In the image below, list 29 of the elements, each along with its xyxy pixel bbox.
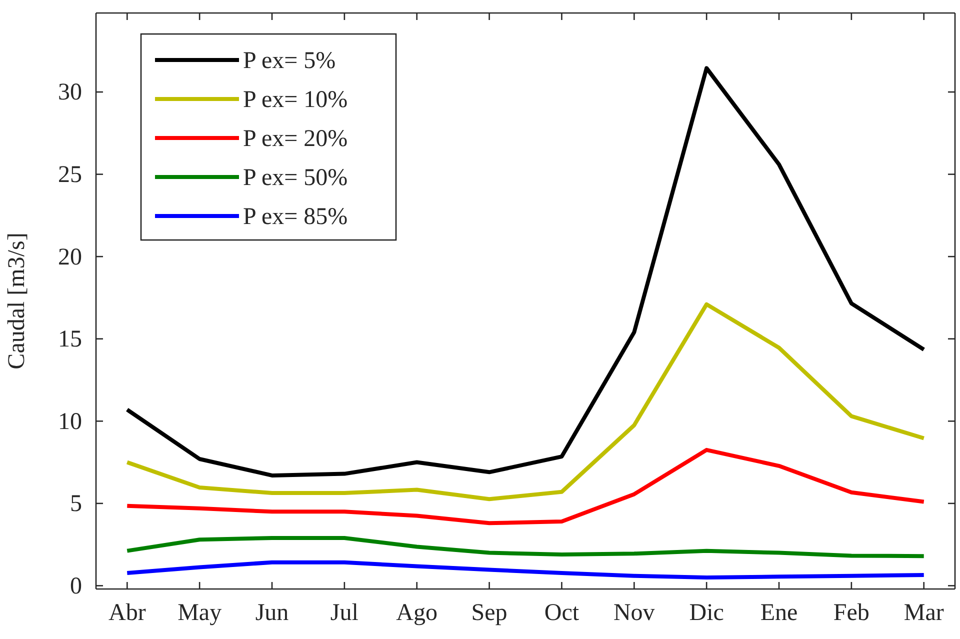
y-tick-label: 15 — [58, 326, 82, 353]
y-tick-label: 25 — [58, 162, 82, 188]
y-axis-title: Caudal [m3/s] — [4, 232, 30, 370]
x-tick-label: Feb — [833, 600, 870, 626]
y-tick-label: 20 — [58, 244, 82, 270]
x-tick-label: Jun — [255, 600, 289, 626]
legend-label: P ex= 5% — [243, 48, 336, 74]
legend-label: P ex= 10% — [243, 87, 348, 113]
legend-label: P ex= 20% — [243, 126, 348, 152]
line-series — [125, 302, 926, 502]
y-tick-label: 10 — [58, 408, 82, 435]
line-series — [125, 560, 926, 580]
x-tick-label: Nov — [613, 600, 655, 626]
x-tick-label: Mar — [904, 600, 944, 626]
x-tick-label: Ago — [396, 600, 438, 626]
y-tick-label: 30 — [58, 80, 82, 106]
x-tick-label: Oct — [544, 600, 580, 626]
x-tick-label: Ene — [760, 600, 798, 626]
y-tick-label: 0 — [70, 573, 82, 600]
y-tick-label: 5 — [70, 491, 82, 518]
x-tick-label: Dic — [689, 600, 724, 626]
legend-label: P ex= 50% — [243, 165, 348, 191]
line-series — [125, 536, 926, 558]
x-tick-label: Abr — [108, 600, 146, 626]
legend-label: P ex= 85% — [243, 204, 348, 230]
x-tick-label: Jul — [330, 600, 359, 626]
x-tick-label: May — [178, 600, 222, 626]
x-tick-label: Sep — [471, 600, 508, 626]
line-series — [125, 448, 926, 526]
